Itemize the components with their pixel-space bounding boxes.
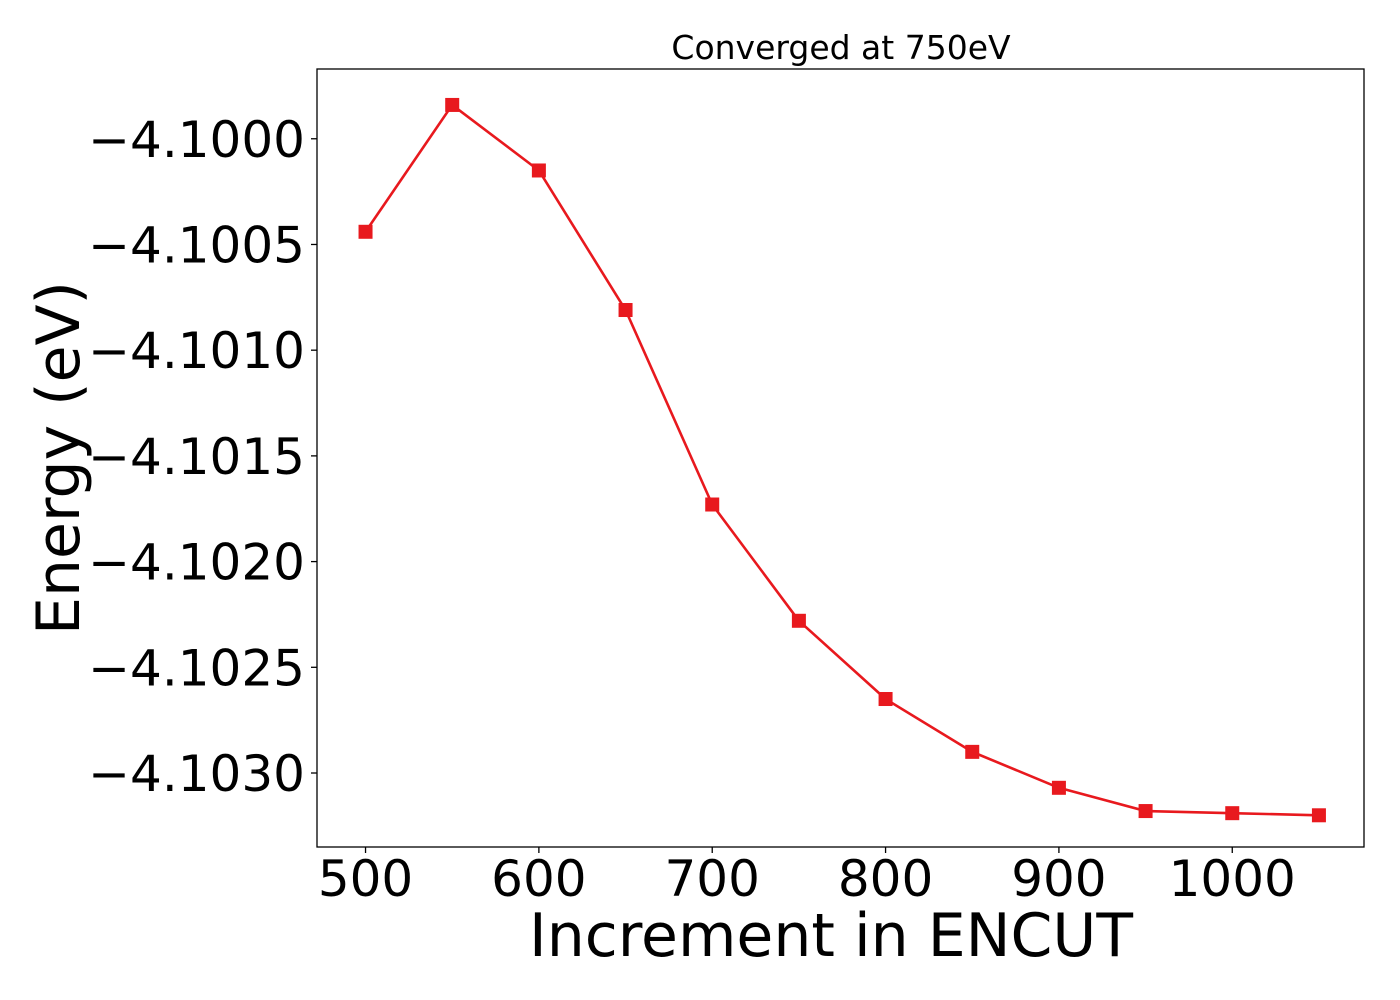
y-tick-label: −4.1020 [88,534,305,592]
data-point [358,224,373,239]
chart-title: Converged at 750eV [671,28,1011,67]
x-tick-label: 1000 [1169,850,1296,908]
y-tick-label: −4.1025 [88,639,305,697]
y-tick-label: −4.1005 [88,216,305,274]
x-tick-label: 600 [491,850,586,908]
data-point [531,163,546,178]
data-point [791,613,806,628]
data-point [618,303,633,318]
x-tick-label: 500 [318,850,413,908]
x-tick-label: 800 [838,850,933,908]
y-axis: −4.1000 −4.1005 −4.1010 −4.1015 −4.1020 −4.10… [88,111,317,803]
data-point [1138,804,1153,819]
y-axis-label: Energy (eV) [24,281,94,635]
data-point [1051,780,1066,795]
y-tick-label: −4.1015 [88,428,305,486]
x-axis-label: Increment in ENCUT [529,901,1133,971]
data-point [1311,808,1326,823]
x-tick-label: 900 [1011,850,1106,908]
data-point [965,744,980,759]
series-line [364,103,1319,817]
y-tick-label: −4.1010 [88,322,305,380]
data-point [878,692,893,707]
x-tick-label: 700 [665,850,760,908]
plot-frame [316,68,1365,848]
data-point [445,97,460,112]
y-tick-label: −4.1000 [88,111,305,169]
plot-area [358,97,1326,823]
data-point [705,497,720,512]
x-axis: 500 600 700 800 900 1000 [318,847,1296,908]
y-tick-label: −4.1030 [88,745,305,803]
data-point [1225,806,1240,821]
